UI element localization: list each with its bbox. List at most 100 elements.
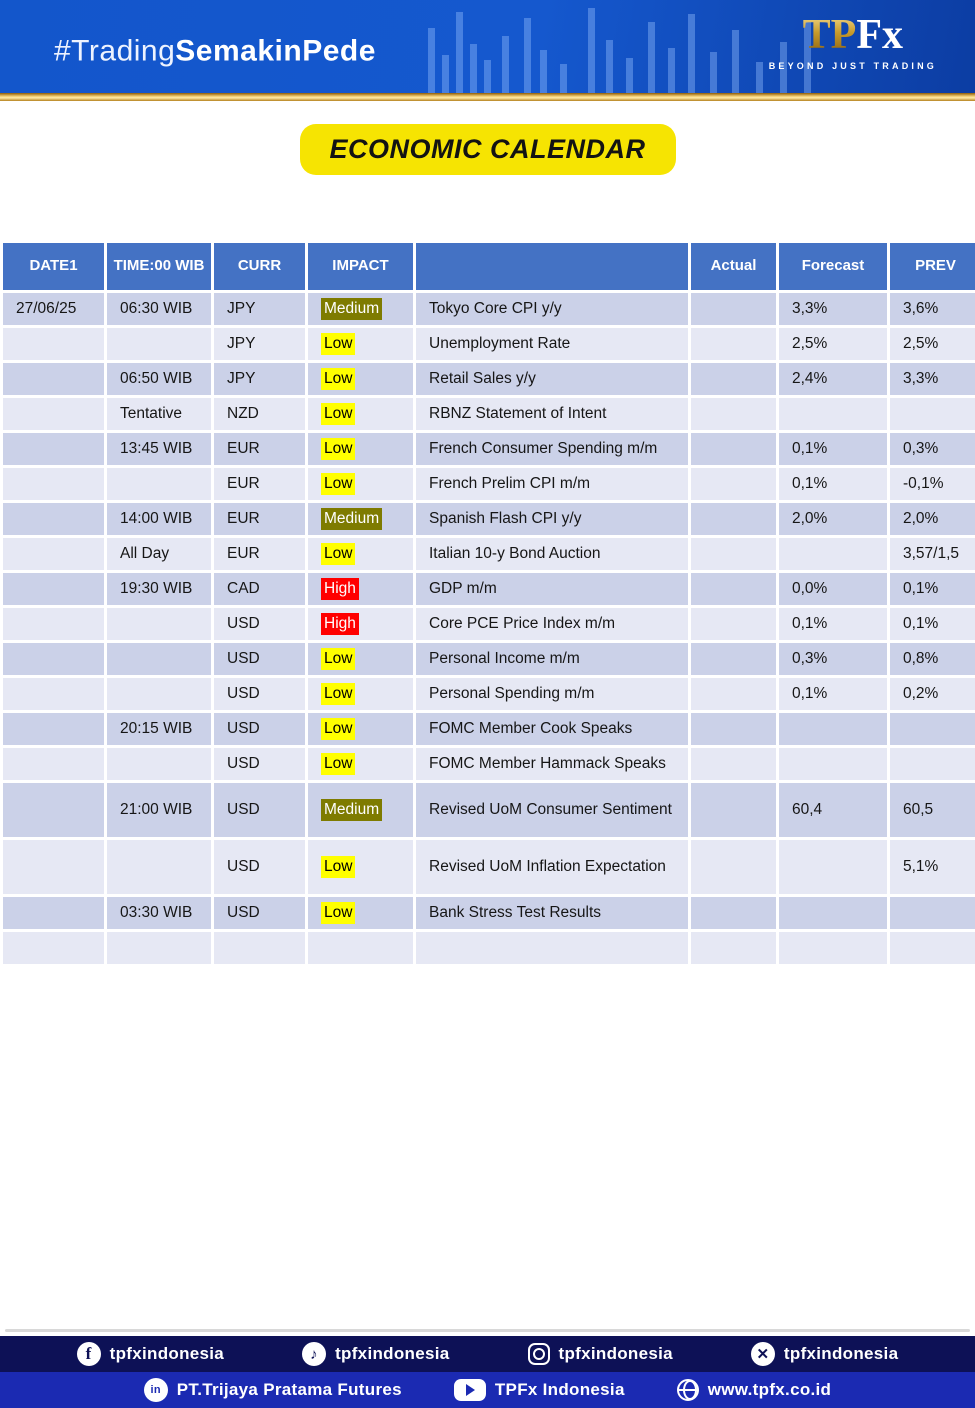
cell-time: Tentative <box>107 398 211 430</box>
cell-event: Tokyo Core CPI y/y <box>416 293 688 325</box>
impact-badge: Low <box>321 717 356 741</box>
cell-actual <box>691 398 776 430</box>
cell-prev <box>890 748 975 780</box>
cell-date <box>3 538 104 570</box>
cell-impact: Low <box>308 328 413 360</box>
cell-date <box>3 840 104 894</box>
cell-forecast <box>779 398 887 430</box>
cell-prev: 0,3% <box>890 433 975 465</box>
cell-date <box>3 932 104 964</box>
tiktok-link[interactable]: ♪ tpfxindonesia <box>302 1342 449 1366</box>
cell-curr: JPY <box>214 293 305 325</box>
impact-badge: High <box>321 577 359 601</box>
x-handle: tpfxindonesia <box>783 1344 899 1363</box>
cell-impact: Medium <box>308 503 413 535</box>
cell-impact: Medium <box>308 293 413 325</box>
impact-badge: Low <box>321 472 356 496</box>
impact-badge: Low <box>321 332 356 356</box>
tiktok-icon: ♪ <box>302 1342 327 1366</box>
cell-date <box>3 328 104 360</box>
cell-actual <box>691 713 776 745</box>
cell-impact: Low <box>308 363 413 395</box>
cell-time: 19:30 WIB <box>107 573 211 605</box>
column-header-impact: IMPACT <box>308 243 413 290</box>
cell-time: 20:15 WIB <box>107 713 211 745</box>
cell-actual <box>691 468 776 500</box>
cell-date <box>3 783 104 837</box>
x-link[interactable]: ✕ tpfxindonesia <box>750 1342 899 1366</box>
cell-time <box>107 328 211 360</box>
cell-forecast: 3,3% <box>779 293 887 325</box>
instagram-handle: tpfxindonesia <box>558 1344 673 1363</box>
cell-curr: USD <box>214 678 305 710</box>
cell-event: Spanish Flash CPI y/y <box>416 503 688 535</box>
cell-impact: Low <box>308 643 413 675</box>
column-header-curr: CURR <box>214 243 305 290</box>
cell-impact: Low <box>308 840 413 894</box>
cell-curr: USD <box>214 748 305 780</box>
impact-badge: Low <box>321 682 356 706</box>
cell-date <box>3 573 104 605</box>
table-header: DATE1 TIME:00 WIB CURR IMPACT Actual Forecast… <box>3 243 975 290</box>
column-header-event <box>416 243 688 290</box>
cell-actual <box>691 643 776 675</box>
table-row: Tentative NZD Low RBNZ Statement of Intent <box>3 398 975 430</box>
cell-time: All Day <box>107 538 211 570</box>
cell-forecast <box>779 840 887 894</box>
cell-impact: Medium <box>308 783 413 837</box>
cell-time <box>107 840 211 894</box>
column-header-forecast: Forecast <box>779 243 887 290</box>
cell-date <box>3 678 104 710</box>
cell-prev: 2,0% <box>890 503 975 535</box>
cell-actual <box>691 573 776 605</box>
instagram-link[interactable]: tpfxindonesia <box>527 1343 673 1365</box>
cell-time <box>107 608 211 640</box>
impact-badge: Low <box>321 901 356 925</box>
facebook-icon: f <box>76 1342 101 1366</box>
cell-forecast: 0,3% <box>779 643 887 675</box>
cell-prev <box>890 897 975 929</box>
linkedin-link[interactable]: in PT.Trijaya Pratama Futures <box>143 1378 402 1402</box>
cell-actual <box>691 783 776 837</box>
logo-subtitle: BEYOND JUST TRADING <box>768 61 937 71</box>
company-links-row: in PT.Trijaya Pratama Futures TPFx Indon… <box>0 1372 975 1408</box>
top-banner: #TradingSemakinPede TPFx BEYOND JUST TRA… <box>0 0 975 93</box>
youtube-icon <box>453 1379 486 1401</box>
table-row: 14:00 WIB EUR Medium Spanish Flash CPI y/y 2… <box>3 503 975 535</box>
cell-actual <box>691 932 776 964</box>
cell-forecast <box>779 748 887 780</box>
cell-actual <box>691 503 776 535</box>
cell-prev <box>890 398 975 430</box>
impact-badge: Low <box>321 437 356 461</box>
table-row: 06:50 WIB JPY Low Retail Sales y/y 2,4% 3,3% <box>3 363 975 395</box>
cell-forecast: 0,1% <box>779 433 887 465</box>
cell-curr: USD <box>214 643 305 675</box>
cell-forecast <box>779 713 887 745</box>
cell-curr: JPY <box>214 328 305 360</box>
cell-curr: CAD <box>214 573 305 605</box>
table-row: JPY Low Unemployment Rate 2,5% 2,5% <box>3 328 975 360</box>
cell-curr: USD <box>214 783 305 837</box>
cell-event: Revised UoM Inflation Expectation <box>416 840 688 894</box>
x-icon: ✕ <box>750 1342 775 1366</box>
cell-event: Revised UoM Consumer Sentiment <box>416 783 688 837</box>
linkedin-icon: in <box>143 1378 168 1402</box>
cell-curr: EUR <box>214 433 305 465</box>
cell-forecast <box>779 932 887 964</box>
table-row: 27/06/25 06:30 WIB JPY Medium Tokyo Core CPI… <box>3 293 975 325</box>
cell-time <box>107 678 211 710</box>
cell-prev: 5,1% <box>890 840 975 894</box>
cell-impact: High <box>308 573 413 605</box>
cell-date <box>3 468 104 500</box>
table-row: 20:15 WIB USD Low FOMC Member Cook Speaks <box>3 713 975 745</box>
cell-event: Core PCE Price Index m/m <box>416 608 688 640</box>
table-row <box>3 932 975 964</box>
globe-icon <box>676 1379 699 1401</box>
youtube-link[interactable]: TPFx Indonesia <box>453 1379 625 1401</box>
cell-forecast <box>779 538 887 570</box>
cell-curr: EUR <box>214 538 305 570</box>
cell-date <box>3 897 104 929</box>
gold-divider <box>0 93 975 101</box>
website-link[interactable]: www.tpfx.co.id <box>676 1379 832 1401</box>
facebook-link[interactable]: f tpfxindonesia <box>76 1342 224 1366</box>
